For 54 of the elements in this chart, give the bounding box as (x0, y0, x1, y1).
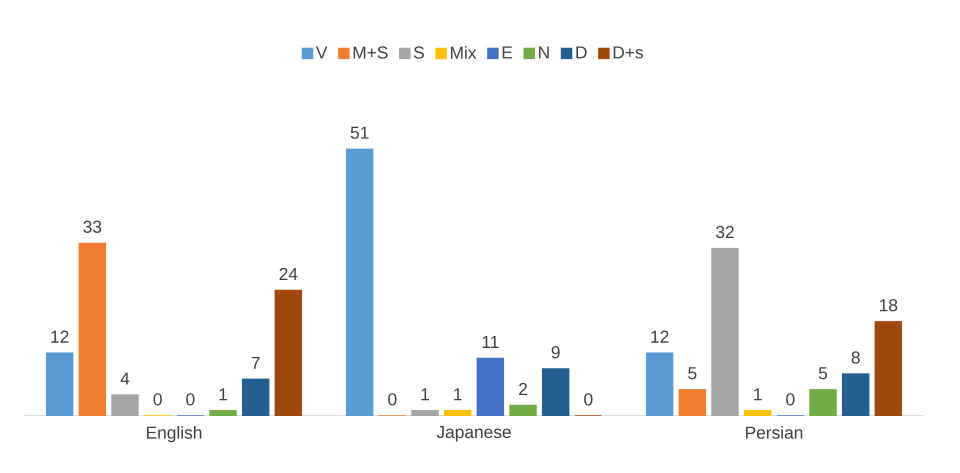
data-label: 1 (754, 388, 762, 400)
data-label: 0 (154, 393, 162, 406)
data-label: 0 (388, 393, 396, 406)
legend-label: V (316, 46, 328, 58)
bar (744, 410, 772, 416)
data-label: 8 (852, 351, 860, 364)
bar (78, 242, 106, 416)
bar (46, 352, 74, 416)
x-tick-label: English (147, 426, 202, 442)
data-label: 7 (252, 356, 260, 369)
x-tick-label: Japanese (436, 426, 511, 442)
bar (711, 248, 739, 416)
bar (242, 378, 270, 416)
data-label: 12 (51, 330, 68, 343)
data-label: 18 (880, 299, 898, 312)
legend-label: Mix (450, 46, 476, 59)
bar (411, 410, 439, 416)
bar (476, 358, 504, 416)
data-label: 1 (454, 388, 462, 400)
bar (646, 352, 674, 416)
bar (874, 321, 902, 416)
legend-label: M+S (354, 46, 388, 59)
legend-label: S (414, 46, 424, 59)
x-tick-label: Persian (746, 426, 802, 439)
bar (209, 410, 237, 416)
legend-label: E (502, 46, 512, 58)
bar (444, 410, 472, 416)
data-label: 24 (280, 268, 298, 280)
bar (274, 290, 302, 416)
data-label: 33 (83, 220, 102, 233)
data-label: 2 (519, 382, 527, 396)
legend-label: N (539, 46, 549, 58)
data-label: 1 (422, 388, 429, 400)
data-label: 0 (186, 393, 194, 406)
bar (678, 389, 706, 416)
data-label: 0 (786, 393, 794, 406)
data-label: 0 (584, 393, 592, 406)
bar (842, 373, 870, 416)
data-label: 32 (716, 226, 734, 238)
data-label: 4 (120, 372, 130, 385)
bar (346, 148, 374, 416)
data-label: 5 (818, 367, 828, 380)
legend-label: D (576, 46, 587, 58)
bar (809, 389, 837, 416)
bar (509, 404, 537, 416)
data-label: 51 (350, 126, 368, 139)
data-label: 11 (482, 336, 498, 348)
bar (111, 394, 139, 416)
data-label: 12 (651, 330, 668, 343)
data-label: 9 (552, 346, 560, 358)
bar (542, 368, 570, 416)
data-label: 5 (688, 367, 696, 380)
legend-label: D+s (614, 46, 643, 59)
data-label: 1 (220, 388, 227, 400)
